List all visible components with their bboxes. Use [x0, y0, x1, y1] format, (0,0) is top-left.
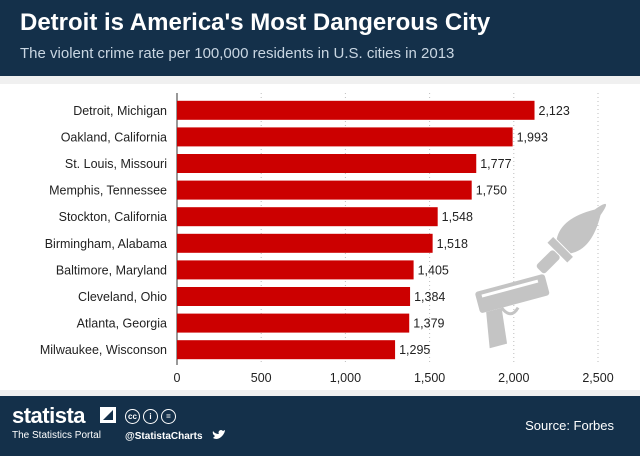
category-label: Birmingham, Alabama — [45, 237, 167, 251]
bar — [177, 340, 396, 360]
x-tick-label: 0 — [174, 371, 181, 385]
statista-logo[interactable]: statista — [12, 403, 86, 428]
bar — [177, 154, 477, 173]
value-label: 1,750 — [476, 184, 507, 198]
chart-subtitle: The violent crime rate per 100,000 resid… — [20, 45, 455, 62]
creative-commons-icon: cc — [125, 409, 140, 424]
category-label: St. Louis, Missouri — [65, 157, 167, 171]
category-label: Oakland, California — [61, 130, 167, 144]
statista-tagline: The Statistics Portal — [12, 430, 101, 441]
twitter-icon — [212, 430, 225, 439]
bar — [177, 287, 411, 306]
no-derivatives-icon: = — [161, 409, 176, 424]
category-label: Cleveland, Ohio — [78, 290, 167, 304]
bar — [177, 260, 414, 280]
value-label: 2,123 — [539, 104, 570, 118]
value-label: 1,548 — [442, 210, 473, 224]
value-label: 1,295 — [399, 343, 430, 357]
category-label: Stockton, California — [59, 210, 167, 224]
x-tick-label: 2,000 — [498, 371, 529, 385]
bar — [177, 313, 410, 333]
source-label: Source: Forbes — [525, 418, 614, 433]
category-label: Milwaukee, Wisconson — [40, 343, 167, 357]
category-label: Detroit, Michigan — [73, 104, 167, 118]
value-label: 1,379 — [413, 317, 444, 331]
category-label: Memphis, Tennessee — [49, 184, 167, 198]
value-label: 1,993 — [517, 130, 548, 144]
bar — [177, 127, 513, 147]
category-label: Atlanta, Georgia — [77, 317, 167, 331]
bars — [177, 100, 535, 360]
twitter-handle[interactable]: @StatistaCharts — [125, 431, 203, 442]
header: Detroit is America's Most Dangerous City… — [0, 0, 640, 76]
x-tick-label: 2,500 — [582, 371, 613, 385]
bar — [177, 207, 438, 227]
attribution-icon: i — [143, 409, 158, 424]
bar — [177, 233, 433, 253]
value-label: 1,405 — [418, 263, 449, 277]
value-label: 1,384 — [414, 290, 445, 304]
x-axis-ticks: 0 500 1,000 1,500 2,000 2,500 — [174, 371, 614, 385]
bar — [177, 180, 472, 200]
value-label: 1,777 — [480, 157, 511, 171]
footer: statista The Statistics Portal cc i = @S… — [0, 396, 640, 456]
knife-icon — [536, 203, 607, 274]
license-icons: cc i = — [125, 409, 176, 424]
category-label: Baltimore, Maryland — [56, 263, 167, 277]
category-labels: Detroit, Michigan Oakland, California St. … — [40, 104, 167, 357]
bar — [177, 100, 535, 120]
x-tick-label: 1,000 — [330, 371, 361, 385]
illustration — [475, 203, 607, 349]
statista-logo-icon — [100, 407, 116, 423]
value-label: 1,518 — [437, 237, 468, 251]
bar-chart: Detroit, Michigan Oakland, California St. … — [40, 93, 614, 385]
gun-icon — [475, 274, 550, 349]
x-tick-label: 1,500 — [414, 371, 445, 385]
x-tick-label: 500 — [251, 371, 272, 385]
chart-area: Detroit, Michigan Oakland, California St. … — [0, 84, 640, 390]
chart-title: Detroit is America's Most Dangerous City — [20, 9, 491, 36]
